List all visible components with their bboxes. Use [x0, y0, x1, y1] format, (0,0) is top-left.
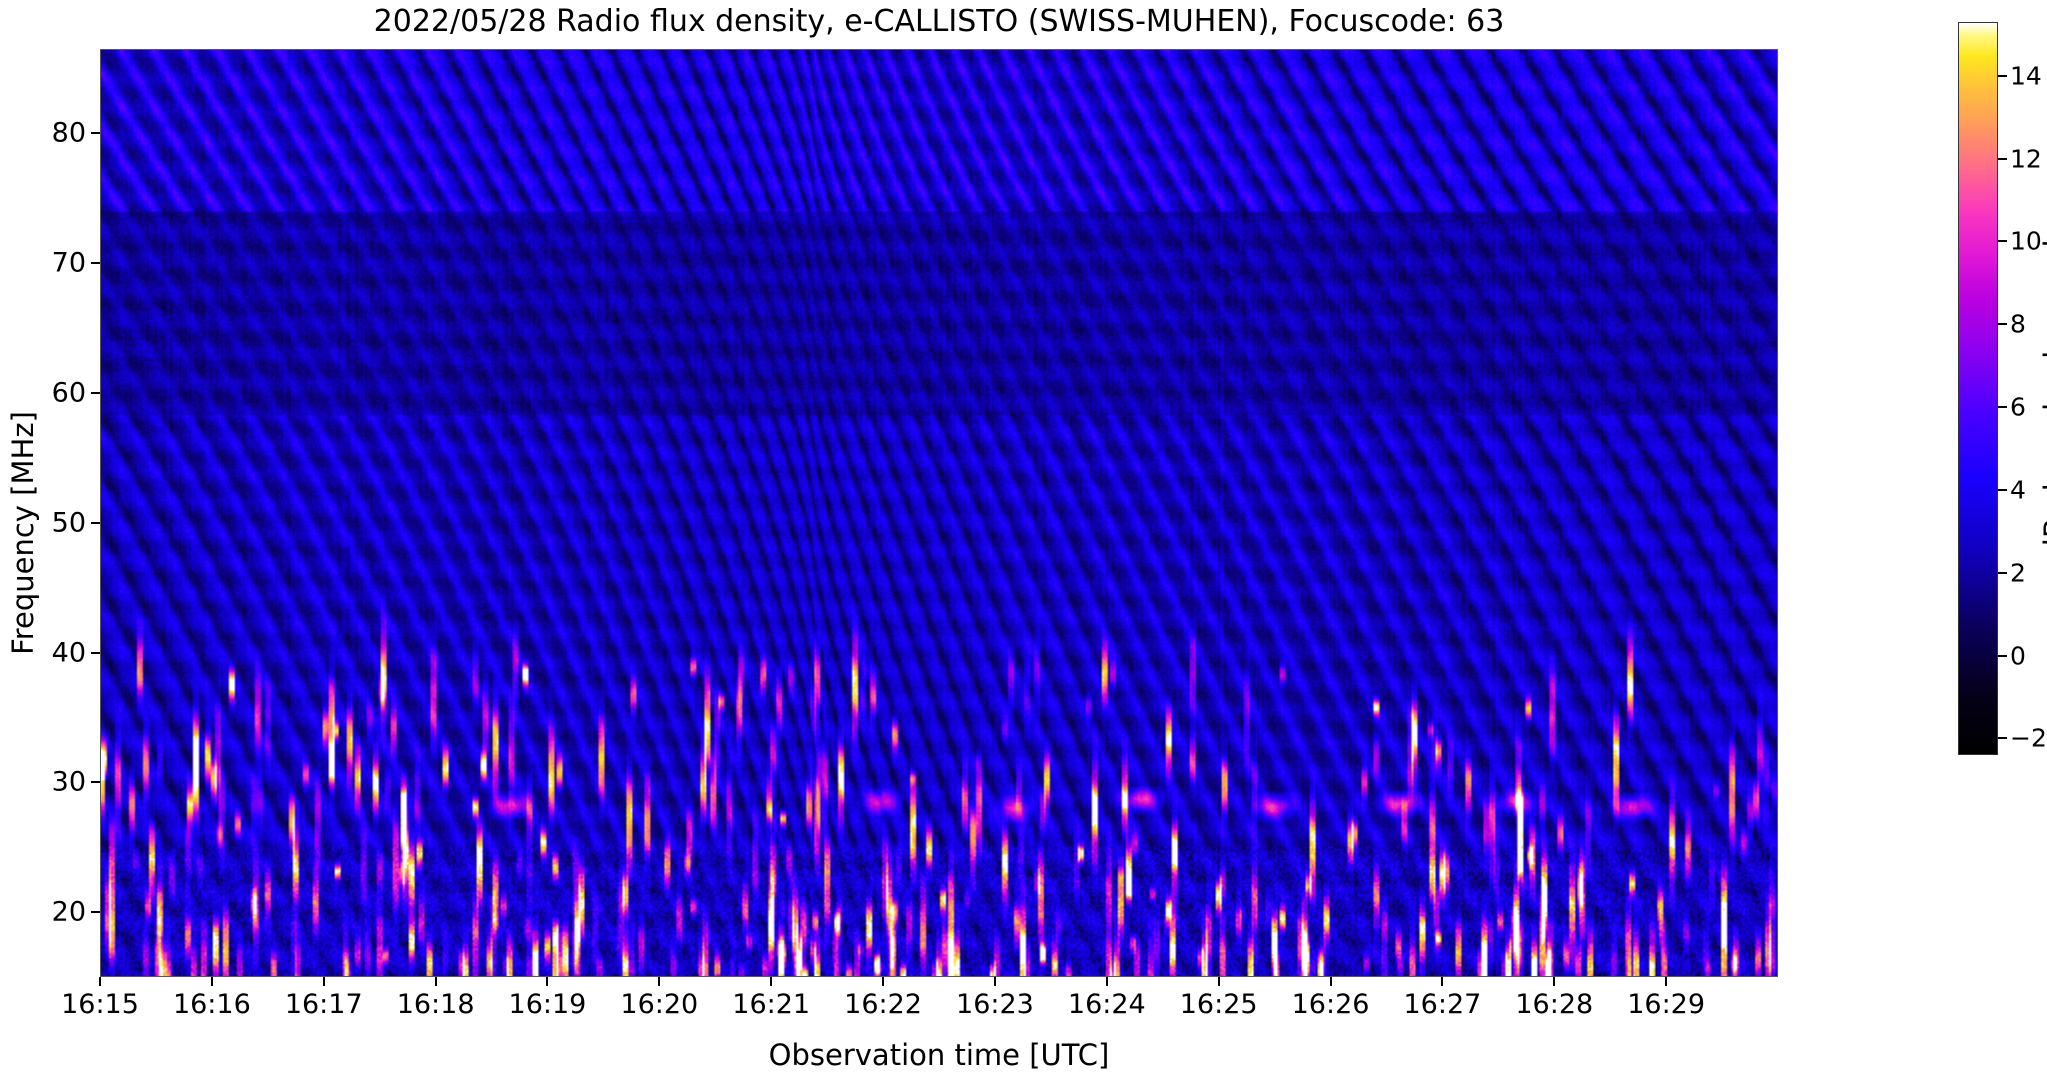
x-tick-mark	[99, 977, 101, 986]
x-axis-label: Observation time [UTC]	[768, 1038, 1110, 1072]
y-tick-label: 20	[51, 896, 86, 928]
page-title: 2022/05/28 Radio flux density, e-CALLIST…	[373, 4, 1505, 39]
y-tick-label: 80	[51, 117, 86, 149]
y-tick-mark	[91, 262, 100, 265]
y-tick-label: 50	[51, 507, 86, 539]
x-tick-label: 16:15	[61, 989, 139, 1020]
x-tick-mark	[882, 977, 885, 986]
colorbar-tick-mark	[1998, 74, 2007, 77]
spectrogram-image	[101, 50, 1777, 976]
x-tick-label: 16:20	[620, 989, 699, 1020]
x-tick-mark	[546, 977, 549, 986]
x-tick-mark	[1665, 977, 1668, 986]
x-tick-mark	[1217, 977, 1220, 986]
x-tick-label: 16:27	[1403, 989, 1482, 1020]
y-axis: Frequency [MHz] 20 30 40 50 60 70 80	[0, 49, 100, 977]
x-tick-mark	[993, 977, 996, 986]
spectrogram-plot-area	[100, 49, 1778, 977]
x-tick-label: 16:23	[956, 989, 1034, 1020]
colorbar-tick-label: 6	[2010, 392, 2026, 422]
colorbar: dB above background −2 0 2 4 6 8 10 12 14	[1958, 22, 2047, 762]
colorbar-tick-label: 14	[2010, 61, 2042, 91]
x-tick-label: 16:21	[732, 989, 811, 1020]
y-tick-mark	[91, 132, 100, 135]
colorbar-tick-label: 2	[2010, 558, 2026, 588]
x-tick-label: 16:25	[1179, 989, 1258, 1020]
x-tick-mark	[1329, 977, 1332, 986]
x-tick-mark	[210, 977, 213, 986]
colorbar-tick-mark	[1998, 323, 2007, 326]
x-tick-label: 16:19	[508, 989, 587, 1020]
colorbar-gradient	[1958, 22, 1998, 755]
y-tick-mark	[91, 391, 100, 394]
y-tick-label: 40	[51, 637, 86, 669]
y-tick-mark	[91, 781, 100, 784]
colorbar-tick-label: 10	[2010, 226, 2042, 256]
colorbar-tick-mark	[1998, 406, 2007, 409]
x-axis: Observation time [UTC] 16:15 16:16 16:17 16…	[61, 977, 1778, 1071]
y-tick-mark	[91, 651, 100, 654]
x-tick-label: 16:17	[284, 989, 363, 1020]
x-tick-label: 16:22	[844, 989, 922, 1020]
x-tick-mark	[434, 977, 437, 986]
y-tick-mark	[91, 521, 100, 524]
y-tick-label: 30	[51, 766, 86, 798]
colorbar-tick-label: 8	[2010, 309, 2026, 339]
y-tick-mark	[91, 911, 100, 914]
y-axis-label: Frequency [MHz]	[6, 411, 40, 655]
colorbar-tick-label: 4	[2010, 475, 2026, 505]
y-tick-label: 70	[51, 247, 86, 279]
x-tick-mark	[658, 977, 661, 986]
x-tick-label: 16:18	[396, 989, 475, 1020]
x-tick-label: 16:24	[1067, 989, 1146, 1020]
colorbar-tick-label: 0	[2010, 641, 2026, 671]
x-tick-label: 16:28	[1515, 989, 1594, 1020]
colorbar-tick-mark	[1998, 157, 2007, 160]
y-tick-label: 60	[51, 377, 86, 409]
colorbar-tick-label: −2	[2010, 723, 2047, 753]
colorbar-tick-mark	[1998, 240, 2007, 243]
x-tick-label: 16:16	[172, 989, 251, 1020]
colorbar-label: dB above background	[2038, 239, 2047, 557]
x-tick-mark	[1105, 977, 1108, 986]
colorbar-tick-mark	[1998, 571, 2007, 574]
x-tick-mark	[770, 977, 773, 986]
x-tick-mark	[1441, 977, 1444, 986]
colorbar-tick-mark	[1998, 488, 2007, 491]
x-tick-label: 16:29	[1627, 989, 1706, 1020]
colorbar-tick-mark	[1998, 654, 2007, 657]
colorbar-tick-label: 12	[2010, 144, 2042, 174]
x-tick-mark	[322, 977, 325, 986]
x-tick-mark	[1553, 977, 1556, 986]
colorbar-tick-mark	[1998, 737, 2007, 740]
x-tick-label: 16:26	[1291, 989, 1370, 1020]
